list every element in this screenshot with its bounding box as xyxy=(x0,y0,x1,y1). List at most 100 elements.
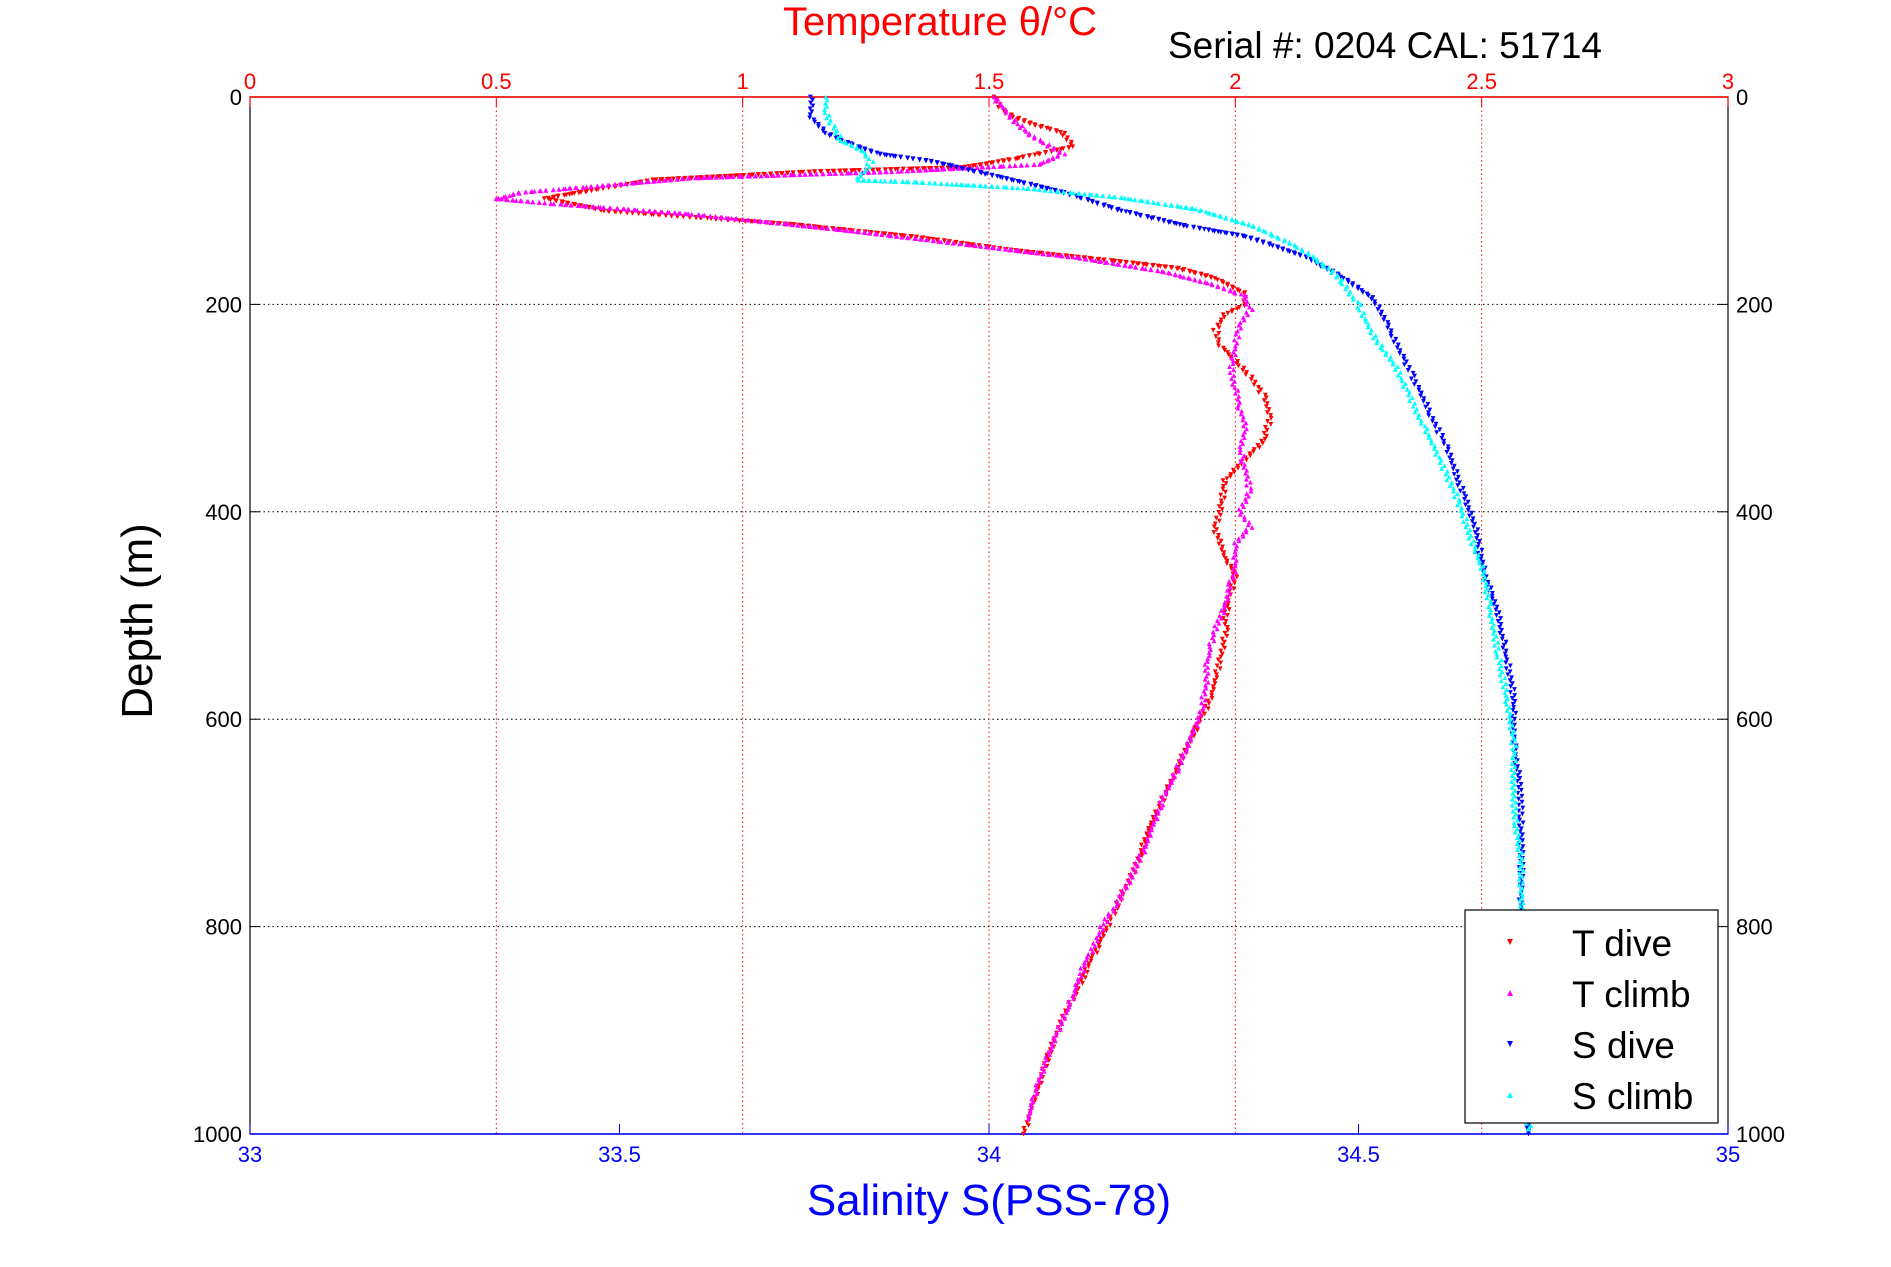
data-point xyxy=(913,236,919,241)
data-point xyxy=(1038,1071,1044,1077)
data-point xyxy=(973,243,979,249)
data-point xyxy=(1023,128,1029,134)
data-point xyxy=(1155,808,1161,813)
data-point xyxy=(1240,531,1246,537)
data-point xyxy=(1176,768,1182,774)
data-point xyxy=(1240,533,1246,539)
data-point xyxy=(583,189,589,195)
data-point xyxy=(1192,725,1198,731)
data-point xyxy=(1133,868,1139,874)
data-point xyxy=(1495,639,1501,645)
data-point xyxy=(1107,922,1113,928)
data-point xyxy=(1134,261,1140,267)
data-point xyxy=(1236,322,1242,328)
data-point xyxy=(1321,263,1327,269)
data-point xyxy=(1236,506,1242,512)
data-point xyxy=(1054,1029,1059,1035)
data-point xyxy=(1050,156,1056,162)
data-point xyxy=(1222,605,1227,611)
data-point xyxy=(868,149,874,155)
data-point xyxy=(1136,852,1142,858)
data-point xyxy=(1059,253,1065,259)
data-point xyxy=(1484,580,1489,586)
data-point xyxy=(1476,541,1482,547)
data-point xyxy=(1041,1068,1047,1074)
data-point xyxy=(1394,345,1400,351)
data-point xyxy=(878,178,884,184)
data-point xyxy=(1510,701,1516,707)
data-point xyxy=(1243,234,1248,240)
data-point xyxy=(1156,803,1162,809)
data-point xyxy=(1480,571,1486,577)
data-point xyxy=(1215,322,1221,328)
data-point xyxy=(1477,560,1482,566)
data-point xyxy=(1231,566,1237,572)
data-point xyxy=(1017,125,1023,130)
data-point xyxy=(666,209,672,215)
data-point xyxy=(1241,435,1247,441)
data-point xyxy=(1191,729,1197,734)
data-point xyxy=(1039,1065,1045,1071)
data-point xyxy=(1166,782,1172,788)
data-point xyxy=(1261,398,1267,404)
data-point xyxy=(1103,925,1109,931)
data-point xyxy=(1229,376,1234,381)
data-point xyxy=(1513,710,1519,716)
data-point xyxy=(1202,711,1208,717)
data-point xyxy=(942,238,947,244)
data-point xyxy=(718,214,723,220)
data-point xyxy=(1502,675,1508,681)
data-point xyxy=(1516,844,1522,850)
data-point xyxy=(1216,504,1222,510)
data-point xyxy=(933,167,939,172)
data-point xyxy=(1363,318,1369,324)
data-point xyxy=(1058,1018,1064,1024)
data-point xyxy=(1496,610,1502,616)
data-point xyxy=(1519,885,1525,891)
data-point xyxy=(1440,433,1446,438)
data-point xyxy=(1507,669,1513,675)
data-point xyxy=(1516,853,1522,858)
data-point xyxy=(752,173,758,179)
data-point xyxy=(1228,563,1234,569)
data-point xyxy=(850,228,856,234)
data-point xyxy=(1234,574,1240,580)
data-point xyxy=(1499,669,1505,675)
data-point xyxy=(956,166,962,171)
data-point xyxy=(1179,760,1185,765)
data-point xyxy=(1024,186,1030,191)
data-point xyxy=(1212,521,1218,527)
data-point xyxy=(1262,436,1268,442)
data-point xyxy=(1218,512,1223,518)
data-point xyxy=(826,120,832,126)
data-point xyxy=(1397,348,1403,353)
data-point xyxy=(1400,384,1406,389)
y-tick-label-right: 600 xyxy=(1736,707,1773,732)
data-point xyxy=(1157,799,1163,805)
data-point xyxy=(1106,913,1111,919)
data-point xyxy=(1380,347,1385,353)
data-point xyxy=(1509,755,1515,761)
data-point xyxy=(1100,931,1106,936)
data-point xyxy=(1434,430,1440,436)
data-point xyxy=(931,180,937,186)
data-point xyxy=(1222,599,1228,605)
data-point xyxy=(1148,267,1154,273)
data-point xyxy=(1470,516,1476,522)
data-point xyxy=(1235,287,1240,293)
data-point xyxy=(1496,660,1502,666)
data-point xyxy=(1513,805,1519,811)
data-point xyxy=(682,176,688,181)
data-point xyxy=(1247,304,1252,310)
data-point xyxy=(1515,817,1520,823)
data-point xyxy=(1343,286,1348,292)
data-point xyxy=(819,225,825,231)
data-point xyxy=(727,173,733,179)
data-point xyxy=(1116,893,1122,898)
data-point xyxy=(1520,832,1525,838)
data-point xyxy=(1410,403,1416,409)
data-point xyxy=(1218,615,1224,621)
data-point xyxy=(1232,384,1238,390)
data-point xyxy=(1519,799,1525,805)
data-point xyxy=(1257,445,1262,450)
